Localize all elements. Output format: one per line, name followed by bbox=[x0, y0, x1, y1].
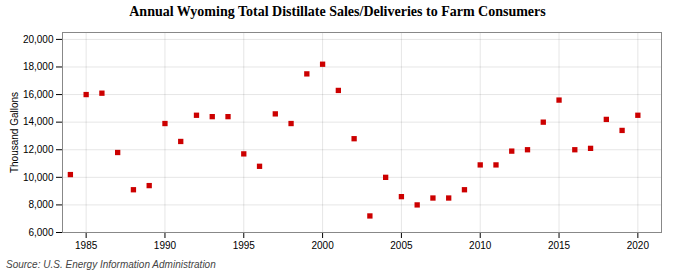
svg-text:2005: 2005 bbox=[390, 240, 413, 251]
svg-text:2000: 2000 bbox=[311, 240, 334, 251]
html-text:Annual Wyoming Total Distillat: Annual Wyoming Total Distillate Sales/De… bbox=[129, 4, 546, 19]
svg-text:20,000: 20,000 bbox=[23, 34, 54, 45]
svg-text:Thousand Gallons: Thousand Gallons bbox=[9, 92, 20, 173]
svg-text:1985: 1985 bbox=[75, 240, 98, 251]
svg-text:18,000: 18,000 bbox=[23, 61, 54, 72]
svg-text:1990: 1990 bbox=[154, 240, 177, 251]
svg-text:1995: 1995 bbox=[233, 240, 256, 251]
svg-text:2010: 2010 bbox=[469, 240, 492, 251]
svg-text:16,000: 16,000 bbox=[23, 89, 54, 100]
svg-text:14,000: 14,000 bbox=[23, 116, 54, 127]
svg-text:12,000: 12,000 bbox=[23, 144, 54, 155]
svg-text:6,000: 6,000 bbox=[28, 227, 53, 238]
html-text:Source: U.S. Energy Informatio: Source: U.S. Energy Information Administ… bbox=[6, 259, 216, 270]
svg-text:2020: 2020 bbox=[627, 240, 650, 251]
svg-text:2015: 2015 bbox=[548, 240, 571, 251]
svg-text:10,000: 10,000 bbox=[23, 172, 54, 183]
svg-text:8,000: 8,000 bbox=[28, 199, 53, 210]
